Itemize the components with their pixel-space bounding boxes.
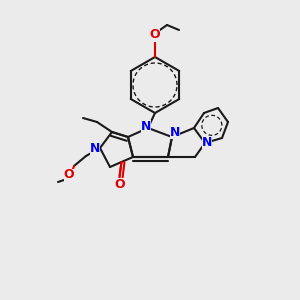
Text: N: N bbox=[90, 142, 100, 154]
Text: N: N bbox=[170, 125, 180, 139]
Text: O: O bbox=[114, 178, 125, 190]
Text: O: O bbox=[64, 169, 74, 182]
Text: N: N bbox=[202, 136, 212, 149]
Text: O: O bbox=[150, 28, 160, 41]
Text: N: N bbox=[141, 119, 151, 133]
